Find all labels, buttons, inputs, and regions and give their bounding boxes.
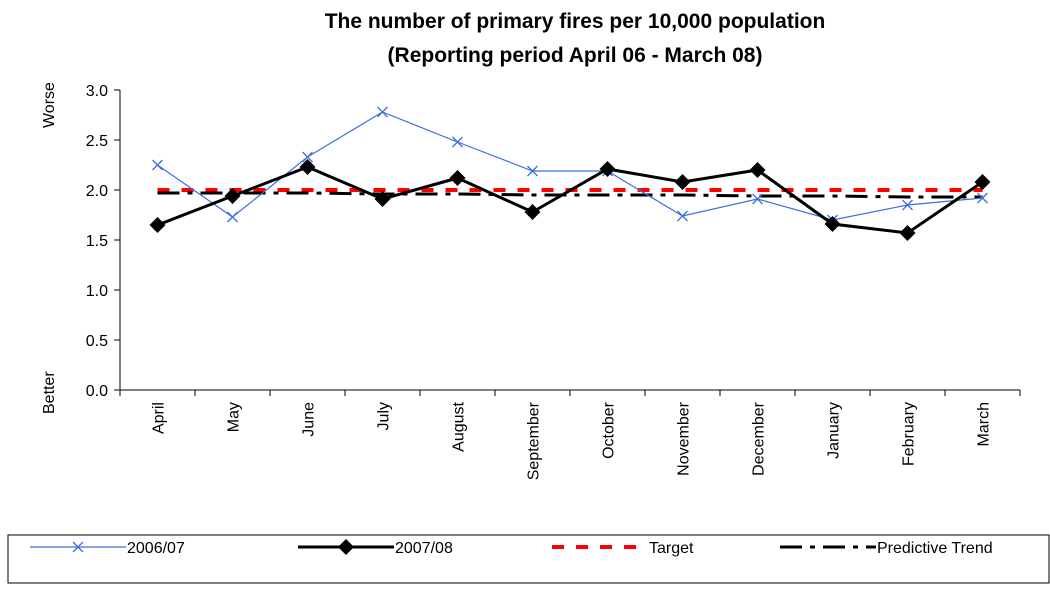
legend-box (7, 534, 1050, 584)
marker (227, 211, 238, 223)
x-tick-label: July (376, 402, 393, 430)
y-bottom-label: Better (41, 371, 58, 414)
x-tick-label: June (301, 402, 318, 437)
x-tick-label: February (901, 402, 918, 466)
x-tick-label: November (676, 401, 693, 475)
y-tick-label: 3.0 (86, 83, 108, 100)
marker (599, 161, 616, 177)
y-tick-label: 0.0 (86, 383, 108, 400)
x-tick-label: December (751, 401, 768, 475)
y-tick-label: 1.0 (86, 283, 108, 300)
marker (977, 192, 988, 204)
marker (338, 539, 354, 555)
legend-label: Predictive Trend (877, 540, 993, 557)
marker (72, 541, 84, 553)
series-line (157, 111, 983, 221)
marker (299, 159, 316, 175)
marker (302, 151, 313, 163)
series-line (156, 165, 984, 235)
marker (152, 159, 163, 171)
marker (377, 106, 388, 118)
chart-title: The number of primary fires per 10,000 p… (325, 10, 826, 33)
x-tick-label: April (151, 402, 168, 434)
marker (449, 170, 466, 186)
chart-subtitle: (Reporting period April 06 - March 08) (388, 44, 763, 67)
y-tick-label: 2.0 (86, 183, 108, 200)
x-tick-label: May (226, 402, 243, 432)
marker (527, 165, 538, 177)
marker (374, 191, 391, 207)
x-tick-label: September (526, 401, 543, 480)
marker (752, 193, 763, 205)
y-top-label: Worse (41, 82, 58, 128)
marker (899, 225, 916, 241)
legend-label: 2007/08 (395, 540, 453, 557)
legend-label: Target (649, 540, 694, 557)
marker (149, 217, 166, 233)
x-tick-label: August (451, 401, 468, 451)
x-tick-label: October (601, 401, 618, 459)
marker (749, 162, 766, 178)
y-tick-label: 2.5 (86, 133, 108, 150)
series-line (157, 191, 983, 199)
marker (452, 136, 463, 148)
legend-label: 2006/07 (127, 540, 185, 557)
x-tick-label: January (826, 402, 843, 459)
marker (674, 174, 691, 190)
marker (224, 188, 241, 204)
marker (524, 204, 541, 220)
y-tick-label: 0.5 (86, 333, 108, 350)
marker (824, 216, 841, 232)
marker (677, 210, 688, 222)
marker (902, 199, 913, 211)
x-tick-label: March (976, 402, 993, 446)
y-tick-label: 1.5 (86, 233, 108, 250)
marker (974, 174, 991, 190)
